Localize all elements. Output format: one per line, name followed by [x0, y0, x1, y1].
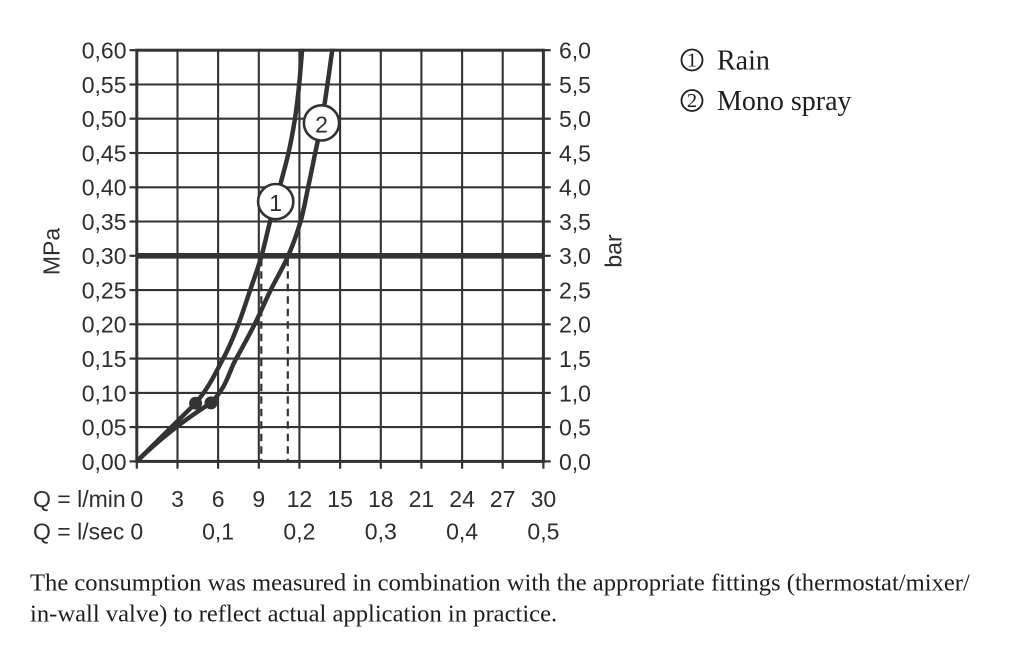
svg-text:0,50: 0,50	[82, 106, 127, 132]
svg-text:0,4: 0,4	[446, 519, 478, 545]
svg-text:4,5: 4,5	[559, 140, 591, 166]
svg-text:0,3: 0,3	[365, 519, 397, 545]
svg-text:0,00: 0,00	[82, 449, 127, 475]
svg-text:MPa: MPa	[39, 228, 65, 276]
svg-text:4,0: 4,0	[559, 175, 591, 201]
svg-text:5,0: 5,0	[559, 106, 591, 132]
svg-text:0,45: 0,45	[82, 140, 127, 166]
svg-text:6: 6	[212, 486, 225, 512]
svg-text:1: 1	[687, 50, 697, 72]
svg-text:0,25: 0,25	[82, 278, 127, 304]
svg-text:2: 2	[315, 111, 328, 137]
svg-text:24: 24	[449, 486, 475, 512]
svg-text:0: 0	[130, 519, 143, 545]
svg-text:Mono spray: Mono spray	[717, 86, 852, 117]
svg-text:6,0: 6,0	[559, 38, 591, 64]
svg-text:2,5: 2,5	[559, 278, 591, 304]
svg-text:18: 18	[368, 486, 394, 512]
svg-text:0: 0	[130, 486, 143, 512]
svg-text:0,0: 0,0	[559, 449, 591, 475]
svg-text:The consumption was measured i: The consumption was measured in combinat…	[30, 570, 970, 597]
svg-text:1,0: 1,0	[559, 380, 591, 406]
svg-text:2,0: 2,0	[559, 312, 591, 338]
svg-text:3,5: 3,5	[559, 209, 591, 235]
svg-text:0,1: 0,1	[202, 519, 234, 545]
svg-text:0,05: 0,05	[82, 415, 127, 441]
svg-text:0,30: 0,30	[82, 243, 127, 269]
svg-text:bar: bar	[600, 234, 626, 268]
svg-text:12: 12	[287, 486, 313, 512]
svg-text:Rain: Rain	[717, 46, 770, 77]
svg-text:30: 30	[531, 486, 557, 512]
svg-text:3,0: 3,0	[559, 243, 591, 269]
svg-text:2: 2	[687, 90, 697, 112]
svg-text:5,5: 5,5	[559, 72, 591, 98]
svg-text:0,5: 0,5	[559, 415, 591, 441]
svg-text:Q = l/min: Q = l/min	[33, 486, 126, 512]
svg-text:0,40: 0,40	[82, 175, 127, 201]
svg-text:27: 27	[490, 486, 516, 512]
svg-text:0,15: 0,15	[82, 346, 127, 372]
svg-text:1,5: 1,5	[559, 346, 591, 372]
svg-text:3: 3	[171, 486, 184, 512]
svg-text:0,2: 0,2	[283, 519, 315, 545]
svg-text:21: 21	[409, 486, 435, 512]
svg-text:1: 1	[269, 190, 282, 216]
svg-text:0,35: 0,35	[82, 209, 127, 235]
svg-text:9: 9	[252, 486, 265, 512]
svg-text:0,60: 0,60	[82, 38, 127, 64]
svg-text:0,5: 0,5	[527, 519, 559, 545]
svg-text:0,10: 0,10	[82, 380, 127, 406]
svg-text:Q = l/sec: Q = l/sec	[33, 519, 124, 545]
svg-text:0,20: 0,20	[82, 312, 127, 338]
svg-text:15: 15	[327, 486, 353, 512]
svg-text:0,55: 0,55	[82, 72, 127, 98]
svg-text:in-wall valve) to reflect actu: in-wall valve) to reflect actual applica…	[30, 601, 557, 628]
